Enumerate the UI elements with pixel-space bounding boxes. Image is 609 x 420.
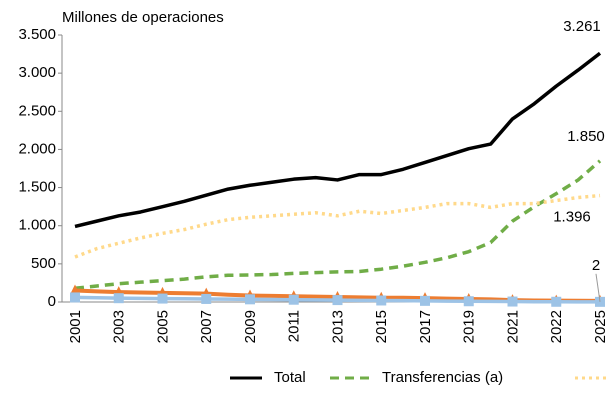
y-axis-label: Millones de operaciones: [62, 9, 224, 26]
legend-label: Total: [274, 369, 306, 386]
marker: [288, 294, 299, 305]
marker: [201, 293, 212, 304]
marker: [420, 295, 430, 306]
data-label: 1.396: [553, 208, 591, 225]
marker: [332, 295, 343, 306]
leader-line: [595, 273, 601, 302]
x-tick-label: 2005: [154, 310, 171, 343]
y-tick-label: 3.500: [18, 26, 56, 43]
x-tick-label: 2007: [198, 310, 215, 343]
x-tick-label: 2019: [461, 310, 478, 343]
marker: [70, 292, 80, 303]
x-tick-label: 2021: [504, 310, 521, 343]
marker: [463, 296, 474, 307]
marker: [245, 294, 255, 305]
y-tick-label: 1.000: [18, 217, 56, 234]
series-line: [74, 51, 602, 229]
series-line: [74, 193, 601, 259]
x-tick-label: 2009: [242, 310, 259, 343]
x-tick-label: 2017: [417, 310, 434, 343]
y-tick-label: 2.500: [18, 102, 56, 119]
y-tick-label: 2.000: [18, 140, 56, 157]
x-tick-label: 2013: [329, 310, 346, 343]
marker: [70, 284, 80, 295]
x-tick-label: 2011: [286, 310, 303, 342]
y-tick-label: 1.500: [18, 179, 56, 196]
x-tick-label: 2022: [548, 310, 565, 343]
y-tick-label: 0: [48, 293, 56, 310]
marker: [551, 296, 562, 307]
data-label: 1.850: [567, 128, 605, 145]
y-tick-label: 500: [31, 255, 56, 272]
marker: [157, 293, 168, 304]
x-tick-label: 2025: [592, 310, 609, 343]
series-line: [74, 159, 602, 291]
x-tick-label: 2015: [373, 310, 390, 343]
y-tick-label: 3.000: [18, 64, 56, 81]
data-label: 3.261: [563, 18, 601, 35]
data-label: 2: [592, 257, 600, 274]
marker: [507, 296, 518, 307]
marker: [113, 293, 124, 304]
x-tick-label: 2003: [111, 310, 128, 343]
x-tick-label: 2001: [67, 310, 84, 343]
marker: [376, 295, 387, 306]
legend-label: Transferencias (a): [382, 369, 503, 386]
